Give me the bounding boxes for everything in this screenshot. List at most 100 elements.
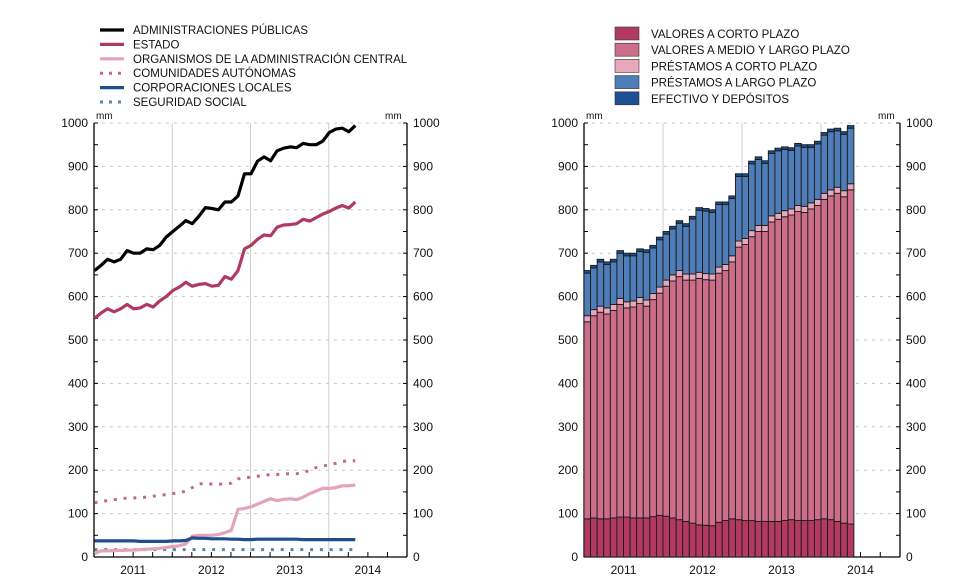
x-tick-label: 2014 bbox=[355, 563, 382, 577]
bar-segment bbox=[761, 160, 769, 164]
y-tick-label-right: 100 bbox=[413, 507, 433, 521]
series-line bbox=[93, 483, 356, 555]
bar-segment bbox=[781, 149, 789, 212]
bar-segment bbox=[846, 127, 855, 185]
bar-segment bbox=[695, 277, 703, 526]
bar-segment bbox=[655, 286, 664, 294]
bar-segment bbox=[781, 520, 789, 558]
bar-segment bbox=[596, 518, 605, 558]
bar-segment bbox=[754, 520, 763, 558]
bar-segment bbox=[715, 272, 723, 523]
y-tick-label-left: 100 bbox=[558, 507, 578, 521]
bar-segment bbox=[774, 520, 782, 558]
bar-segment bbox=[767, 221, 776, 522]
bar-segment bbox=[695, 207, 703, 211]
bar-segment bbox=[774, 150, 782, 214]
bar-segment bbox=[590, 517, 598, 558]
bar-segment bbox=[787, 149, 796, 210]
bar-segment bbox=[596, 305, 605, 313]
bar-segment bbox=[715, 204, 723, 268]
bar-segment bbox=[754, 156, 763, 160]
legend-label: ADMINISTRACIONES PÚBLICAS bbox=[133, 24, 308, 37]
y-tick-label-right: 0 bbox=[413, 550, 420, 564]
y-tick-label-left: 0 bbox=[81, 550, 88, 564]
x-tick-label: 2014 bbox=[847, 563, 874, 577]
bar-segment bbox=[655, 292, 664, 516]
bar-segment bbox=[702, 208, 710, 212]
y-tick-label-left: 500 bbox=[68, 333, 88, 347]
unit-label-left: mm bbox=[96, 111, 113, 122]
bar-segment bbox=[609, 258, 618, 263]
bar-segment bbox=[767, 520, 776, 558]
bar-segment bbox=[662, 515, 671, 558]
bar-segment bbox=[642, 517, 651, 558]
bar-segment bbox=[669, 517, 677, 558]
right-stacked-bar-chart: 0 0 100 100 200 200 300 300 400 400 500 500 600 600 70… bbox=[551, 26, 933, 577]
legend-swatch bbox=[614, 26, 640, 41]
unit-label-left: mm bbox=[586, 111, 603, 122]
bar-segment bbox=[827, 189, 835, 197]
bar-segment bbox=[583, 315, 592, 323]
bar-segment bbox=[669, 280, 677, 519]
bar-segment bbox=[734, 519, 743, 558]
bar-segment bbox=[734, 240, 743, 248]
bar-segment bbox=[603, 313, 611, 520]
y-tick-label-left: 200 bbox=[558, 463, 578, 477]
bar-segment bbox=[669, 274, 677, 282]
y-tick-label-right: 1000 bbox=[906, 116, 933, 130]
bar-segment bbox=[616, 250, 624, 254]
bar-segment bbox=[794, 205, 802, 212]
bar-segment bbox=[787, 214, 796, 521]
bar-segment bbox=[787, 208, 796, 216]
x-tick-label: 2013 bbox=[276, 563, 303, 577]
bar-segment bbox=[721, 201, 730, 206]
bar-segment bbox=[609, 303, 618, 311]
bar-segment bbox=[616, 297, 624, 305]
bar-segment bbox=[616, 252, 624, 299]
bar-segment bbox=[767, 215, 776, 223]
y-tick-label-left: 300 bbox=[558, 420, 578, 434]
y-tick-label-left: 500 bbox=[558, 333, 578, 347]
bar-segment bbox=[682, 223, 690, 227]
bar-segment bbox=[695, 271, 703, 279]
bar-segment bbox=[596, 311, 605, 520]
bar-segment bbox=[616, 516, 624, 558]
legend-swatch bbox=[614, 75, 640, 89]
series-line bbox=[93, 124, 357, 272]
bar-segment bbox=[623, 307, 631, 518]
y-tick-label-right: 500 bbox=[906, 333, 926, 347]
bar-segment bbox=[754, 159, 763, 226]
bar-segment bbox=[675, 222, 684, 272]
bar-segment bbox=[623, 252, 631, 257]
y-tick-label-left: 0 bbox=[571, 550, 578, 564]
y-tick-label-left: 700 bbox=[558, 246, 578, 260]
bar-segment bbox=[767, 150, 776, 154]
bar-segment bbox=[662, 231, 671, 235]
legend-label: PRÉSTAMOS A LARGO PLAZO bbox=[651, 77, 816, 90]
legend-swatch bbox=[614, 42, 640, 57]
bar-segment bbox=[794, 145, 802, 206]
bar-segment bbox=[807, 144, 815, 148]
bar-segment bbox=[813, 140, 822, 145]
bar-segment bbox=[649, 516, 657, 558]
bar-segment bbox=[662, 285, 671, 517]
bar-segment bbox=[642, 251, 651, 301]
bar-segment bbox=[636, 303, 644, 519]
bar-segment bbox=[787, 519, 796, 558]
y-tick-label-left: 400 bbox=[558, 376, 578, 390]
bar-segment bbox=[820, 518, 829, 558]
y-tick-label-left: 1000 bbox=[551, 116, 578, 130]
bar-segment bbox=[827, 195, 835, 521]
bar-segment bbox=[761, 520, 769, 558]
bar-segment bbox=[583, 518, 592, 558]
bar-segment bbox=[649, 244, 657, 249]
bar-segment bbox=[623, 255, 631, 303]
bar-segment bbox=[820, 132, 829, 136]
bar-segment bbox=[682, 273, 690, 281]
y-tick-label-right: 600 bbox=[906, 290, 926, 304]
y-tick-label-left: 1000 bbox=[61, 116, 88, 130]
y-tick-label-left: 800 bbox=[68, 203, 88, 217]
bar-segment bbox=[728, 195, 736, 199]
bar-segment bbox=[629, 306, 638, 519]
bar-segment bbox=[655, 236, 664, 241]
